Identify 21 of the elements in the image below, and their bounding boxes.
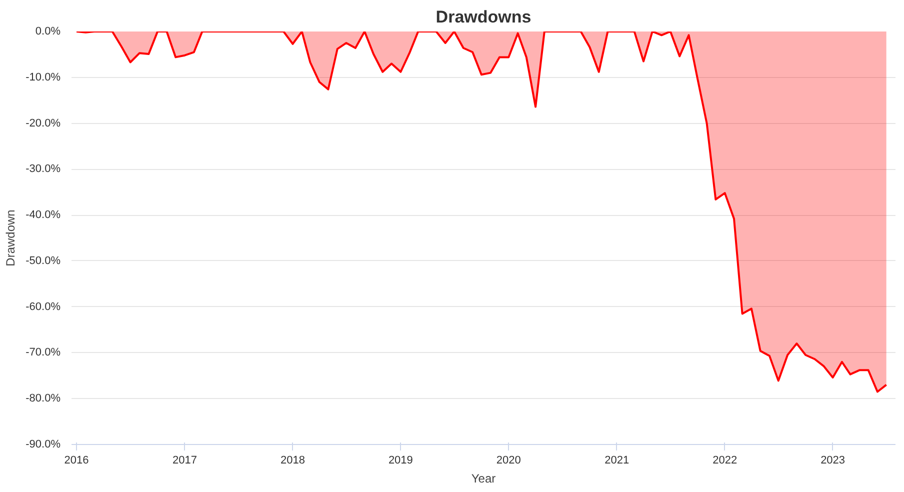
y-tick-label: -20.0% [26,117,61,130]
x-tick-label: 2021 [604,454,630,466]
x-tick-label: 2016 [64,454,89,466]
x-axis-title: Year [471,472,496,486]
x-tick-label: 2023 [820,454,846,466]
y-tick-label: -30.0% [26,163,61,176]
chart-title: Drawdowns [436,8,532,26]
y-tick-label: -70.0% [26,346,61,359]
x-tick-label: 2018 [280,454,305,466]
y-tick-label: -90.0% [26,438,61,450]
y-tick-label: -60.0% [26,300,61,313]
x-tick-label: 2020 [496,454,521,466]
y-tick-label: 0.0% [35,26,61,38]
y-tick-label: -80.0% [26,392,61,405]
y-tick-label: -10.0% [26,71,61,84]
x-tick-label: 2017 [172,454,198,466]
y-axis-title: Drawdown [4,210,18,266]
x-tick-label: 2022 [712,454,738,466]
y-tick-label: -40.0% [26,209,61,222]
x-tick-label: 2019 [388,454,413,466]
y-tick-label: -50.0% [26,254,61,267]
